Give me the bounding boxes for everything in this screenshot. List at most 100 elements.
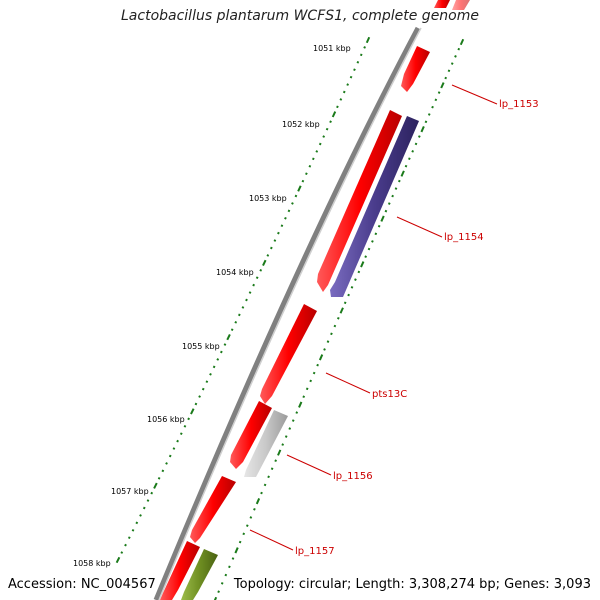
cds-arrow-lp_1157[interactable] — [190, 476, 236, 543]
feature-track-dot — [295, 411, 299, 414]
scale-tick — [287, 209, 291, 213]
scale-tick — [150, 491, 154, 495]
feature-track-dot — [459, 38, 465, 46]
scale-tick — [325, 127, 329, 131]
scale-tick — [161, 469, 165, 473]
feature-track-dot — [318, 354, 324, 361]
scale-tick — [223, 343, 227, 346]
scale-tick — [120, 551, 124, 554]
cds-arrow-bottom[interactable] — [160, 541, 200, 600]
feature-track-dot — [228, 565, 231, 569]
feature-track-dot — [305, 387, 309, 391]
scale-tick — [273, 239, 277, 242]
leader-line-pts13C — [325, 372, 371, 394]
feature-track-dot — [380, 215, 385, 222]
feature-track-dot — [411, 150, 415, 153]
cds-arrow-top-2[interactable] — [452, 0, 470, 10]
scale-tick — [284, 216, 287, 220]
scale-tick — [342, 90, 346, 94]
scale-tick — [146, 499, 150, 502]
scale-tick — [270, 246, 273, 250]
feature-track-dot — [427, 113, 431, 116]
genome-backbone-shadow — [158, 27, 422, 600]
feature-track-dot — [408, 157, 411, 161]
scale-tick — [277, 231, 280, 235]
feature-track-dot — [277, 449, 282, 456]
scale-tick — [291, 202, 294, 205]
scale-tick — [183, 424, 187, 428]
scale-tick — [201, 387, 205, 391]
gene-label-lp_1154[interactable]: lp_1154 — [444, 232, 484, 243]
feature-track-dot — [333, 324, 337, 328]
feature-track-dot — [309, 379, 312, 383]
cds-arrow-pts13C[interactable] — [260, 304, 317, 404]
cds-arrow-top-1[interactable] — [434, 0, 450, 8]
feature-track-dot — [457, 47, 461, 51]
map-title: Lactobacillus plantarum WCFS1, complete … — [121, 8, 479, 24]
feature-track-dot — [298, 401, 303, 408]
feature-track-dot — [414, 142, 418, 146]
feature-track-dots — [213, 38, 465, 600]
feature-track-dot — [288, 427, 292, 430]
top-partial-features — [434, 0, 470, 10]
feature-track-dot — [302, 395, 306, 399]
feature-track-dot — [371, 240, 374, 243]
scale-tick — [311, 157, 315, 161]
feature-track-dot — [242, 532, 246, 536]
leader-lines — [249, 84, 498, 551]
scale-label: 1051 kbp — [313, 44, 351, 53]
feature-track-dot — [447, 69, 451, 73]
cds-arrow-lp_1154-reverse[interactable] — [330, 116, 419, 297]
feature-track-dot — [391, 194, 394, 198]
gene-label-lp_1153[interactable]: lp_1153 — [499, 99, 539, 110]
feature-track-dot — [377, 224, 381, 228]
feature-track-dot — [444, 76, 448, 80]
scale-tick — [179, 432, 183, 436]
feature-track-dot — [454, 55, 457, 58]
cds-arrow-lp_1156-grey[interactable] — [244, 410, 288, 477]
scale-tick — [172, 447, 176, 450]
gene-label-lp_1156[interactable]: lp_1156 — [333, 471, 373, 482]
scale-track — [115, 36, 371, 564]
feature-track-dot — [384, 209, 388, 213]
feature-track-dot — [450, 62, 454, 65]
cds-arrow-lp_1156-forward[interactable] — [230, 401, 272, 469]
scale-tick — [359, 53, 363, 57]
gene-label-lp_1157[interactable]: lp_1157 — [295, 546, 335, 557]
leader-line-lp_1156 — [286, 454, 332, 476]
feature-track-dot — [336, 316, 340, 320]
feature-track-dot — [213, 596, 218, 600]
scale-tick — [190, 408, 195, 415]
scale-tick — [248, 291, 252, 294]
feature-track-dot — [350, 286, 354, 289]
scale-tick — [241, 306, 245, 309]
scale-tick — [365, 36, 371, 44]
scale-tick — [127, 536, 131, 540]
scale-tick — [294, 194, 298, 198]
feature-track-dot — [323, 348, 326, 351]
scale-tick — [318, 142, 322, 146]
scale-tick — [336, 105, 339, 109]
feature-track-dot — [274, 459, 277, 462]
feature-track-dot — [291, 419, 295, 422]
scale-tick — [262, 259, 267, 266]
feature-track-dot — [398, 179, 401, 183]
scale-tick — [252, 283, 255, 287]
scale-tick — [142, 506, 146, 510]
scale-label: 1057 kbp — [111, 487, 149, 496]
cds-arrow-lp_1153[interactable] — [401, 46, 430, 92]
scale-tick — [153, 482, 158, 489]
feature-track-dot — [249, 516, 253, 519]
feature-track-dot — [253, 507, 256, 511]
accession-text: Accession: NC_004567 — [8, 577, 156, 592]
scale-label: 1053 kbp — [249, 194, 287, 203]
feature-track-dot — [434, 98, 438, 102]
scale-tick — [353, 68, 356, 72]
cds-arrow-olive[interactable] — [181, 549, 218, 600]
feature-track-dot — [220, 582, 224, 585]
scale-tick — [305, 172, 308, 176]
cds-arrow-lp_1154-forward[interactable] — [317, 110, 402, 292]
gene-label-pts13C[interactable]: pts13C — [372, 389, 407, 400]
scale-tick — [226, 334, 231, 341]
